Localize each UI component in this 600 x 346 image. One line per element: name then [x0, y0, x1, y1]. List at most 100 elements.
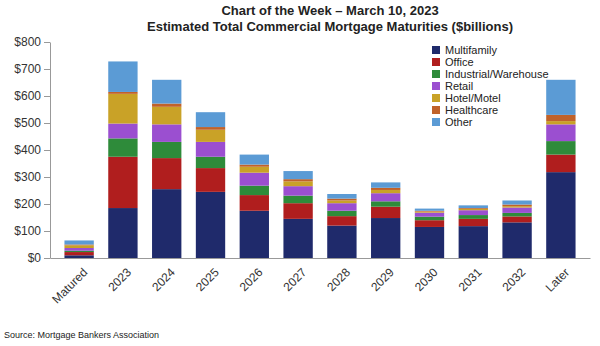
bar: [415, 220, 444, 227]
series: [64, 172, 575, 258]
bar: [152, 104, 181, 107]
bar: [240, 155, 269, 165]
bar: [371, 207, 400, 218]
tick-label: 2026: [237, 265, 266, 294]
tick-label: 2025: [193, 265, 222, 294]
legend-swatch: [432, 46, 440, 54]
tick: 2028: [324, 258, 353, 294]
tick-label: $200: [14, 197, 41, 211]
bar: [108, 208, 137, 258]
bar: [546, 115, 575, 121]
tick-label: 2024: [149, 265, 178, 294]
x-axis: Matured 2023 2024 2025 2026 2027 2028 2029 2030 2…: [49, 258, 590, 306]
tick: 2030: [412, 258, 441, 294]
subtitle: Estimated Total Commercial Mortgage Matu…: [147, 19, 513, 34]
tick: $300: [14, 170, 50, 184]
bar: [327, 216, 356, 225]
bar: [546, 155, 575, 173]
tick: 2024: [149, 258, 178, 294]
legend-label: Industrial/Warehouse: [445, 68, 549, 80]
legend-item: Industrial/Warehouse: [432, 68, 549, 80]
legend-swatch: [432, 58, 440, 66]
tick-mark: [44, 42, 50, 43]
bar: [108, 124, 137, 139]
tick-mark: [44, 150, 50, 151]
bar: [546, 141, 575, 155]
bar: [371, 193, 400, 201]
tick-mark: [44, 177, 50, 178]
legend-item: Other: [432, 116, 473, 128]
bar: [283, 196, 312, 204]
tick: 2027: [281, 258, 310, 294]
bar: [371, 201, 400, 206]
tick-label: Matured: [49, 265, 90, 306]
bar: [64, 240, 93, 244]
series: [64, 138, 575, 252]
tick: 2031: [456, 258, 485, 294]
legend-item: Hotel/Motel: [432, 92, 501, 104]
bar: [459, 219, 488, 226]
legend-item: Healthcare: [432, 104, 498, 116]
bar: [415, 227, 444, 258]
bar: [283, 186, 312, 195]
bar: [64, 255, 93, 258]
tick-label: $100: [14, 224, 41, 238]
legend-label: Retail: [445, 80, 473, 92]
tick-label: 2027: [281, 265, 310, 294]
bar: [327, 200, 356, 203]
legend-swatch: [432, 82, 440, 90]
tick-label: 2030: [412, 265, 441, 294]
tick-label: 2029: [368, 265, 397, 294]
tick-label: Later: [543, 265, 572, 294]
legend-swatch: [432, 118, 440, 126]
bar: [546, 124, 575, 141]
bar: [152, 107, 181, 125]
bar: [64, 252, 93, 255]
tick-mark: [44, 258, 50, 259]
bar: [459, 226, 488, 258]
tick-mark: [44, 96, 50, 97]
tick: $500: [14, 116, 50, 130]
bar: [240, 167, 269, 173]
tick: 2026: [237, 258, 266, 294]
bar: [196, 127, 225, 130]
tick-label: $600: [14, 89, 41, 103]
bar: [283, 203, 312, 219]
bar: [196, 130, 225, 142]
bar: [327, 226, 356, 258]
legend-label: Hotel/Motel: [445, 92, 501, 104]
bar: [152, 158, 181, 189]
bar: [283, 171, 312, 179]
tick-label: $400: [14, 143, 41, 157]
series: [64, 61, 575, 244]
bar: [152, 80, 181, 104]
tick: $600: [14, 89, 50, 103]
bar: [502, 208, 531, 213]
bar: [108, 157, 137, 208]
bar: [502, 213, 531, 217]
bar: [240, 211, 269, 258]
tick-label: 2031: [456, 265, 485, 294]
tick-label: $0: [28, 251, 42, 265]
chart: Chart of the Week – March 10, 2023Estima…: [0, 0, 600, 346]
legend-item: Retail: [432, 80, 473, 92]
bar: [240, 195, 269, 211]
tick-mark: [44, 204, 50, 205]
tick-label: 2028: [324, 265, 353, 294]
bar: [459, 209, 488, 210]
tick: 2023: [105, 258, 134, 294]
bar: [371, 190, 400, 193]
bar: [502, 205, 531, 207]
tick-label: $500: [14, 116, 41, 130]
legend-label: Office: [445, 56, 474, 68]
bar: [152, 124, 181, 142]
bar: [152, 189, 181, 258]
bar: [283, 181, 312, 186]
bar: [459, 205, 488, 208]
tick-mark: [44, 123, 50, 124]
tick-label: $800: [14, 35, 41, 49]
axis-line: [51, 258, 591, 259]
bar: [64, 245, 93, 248]
bar: [502, 216, 531, 222]
bar: [459, 215, 488, 219]
